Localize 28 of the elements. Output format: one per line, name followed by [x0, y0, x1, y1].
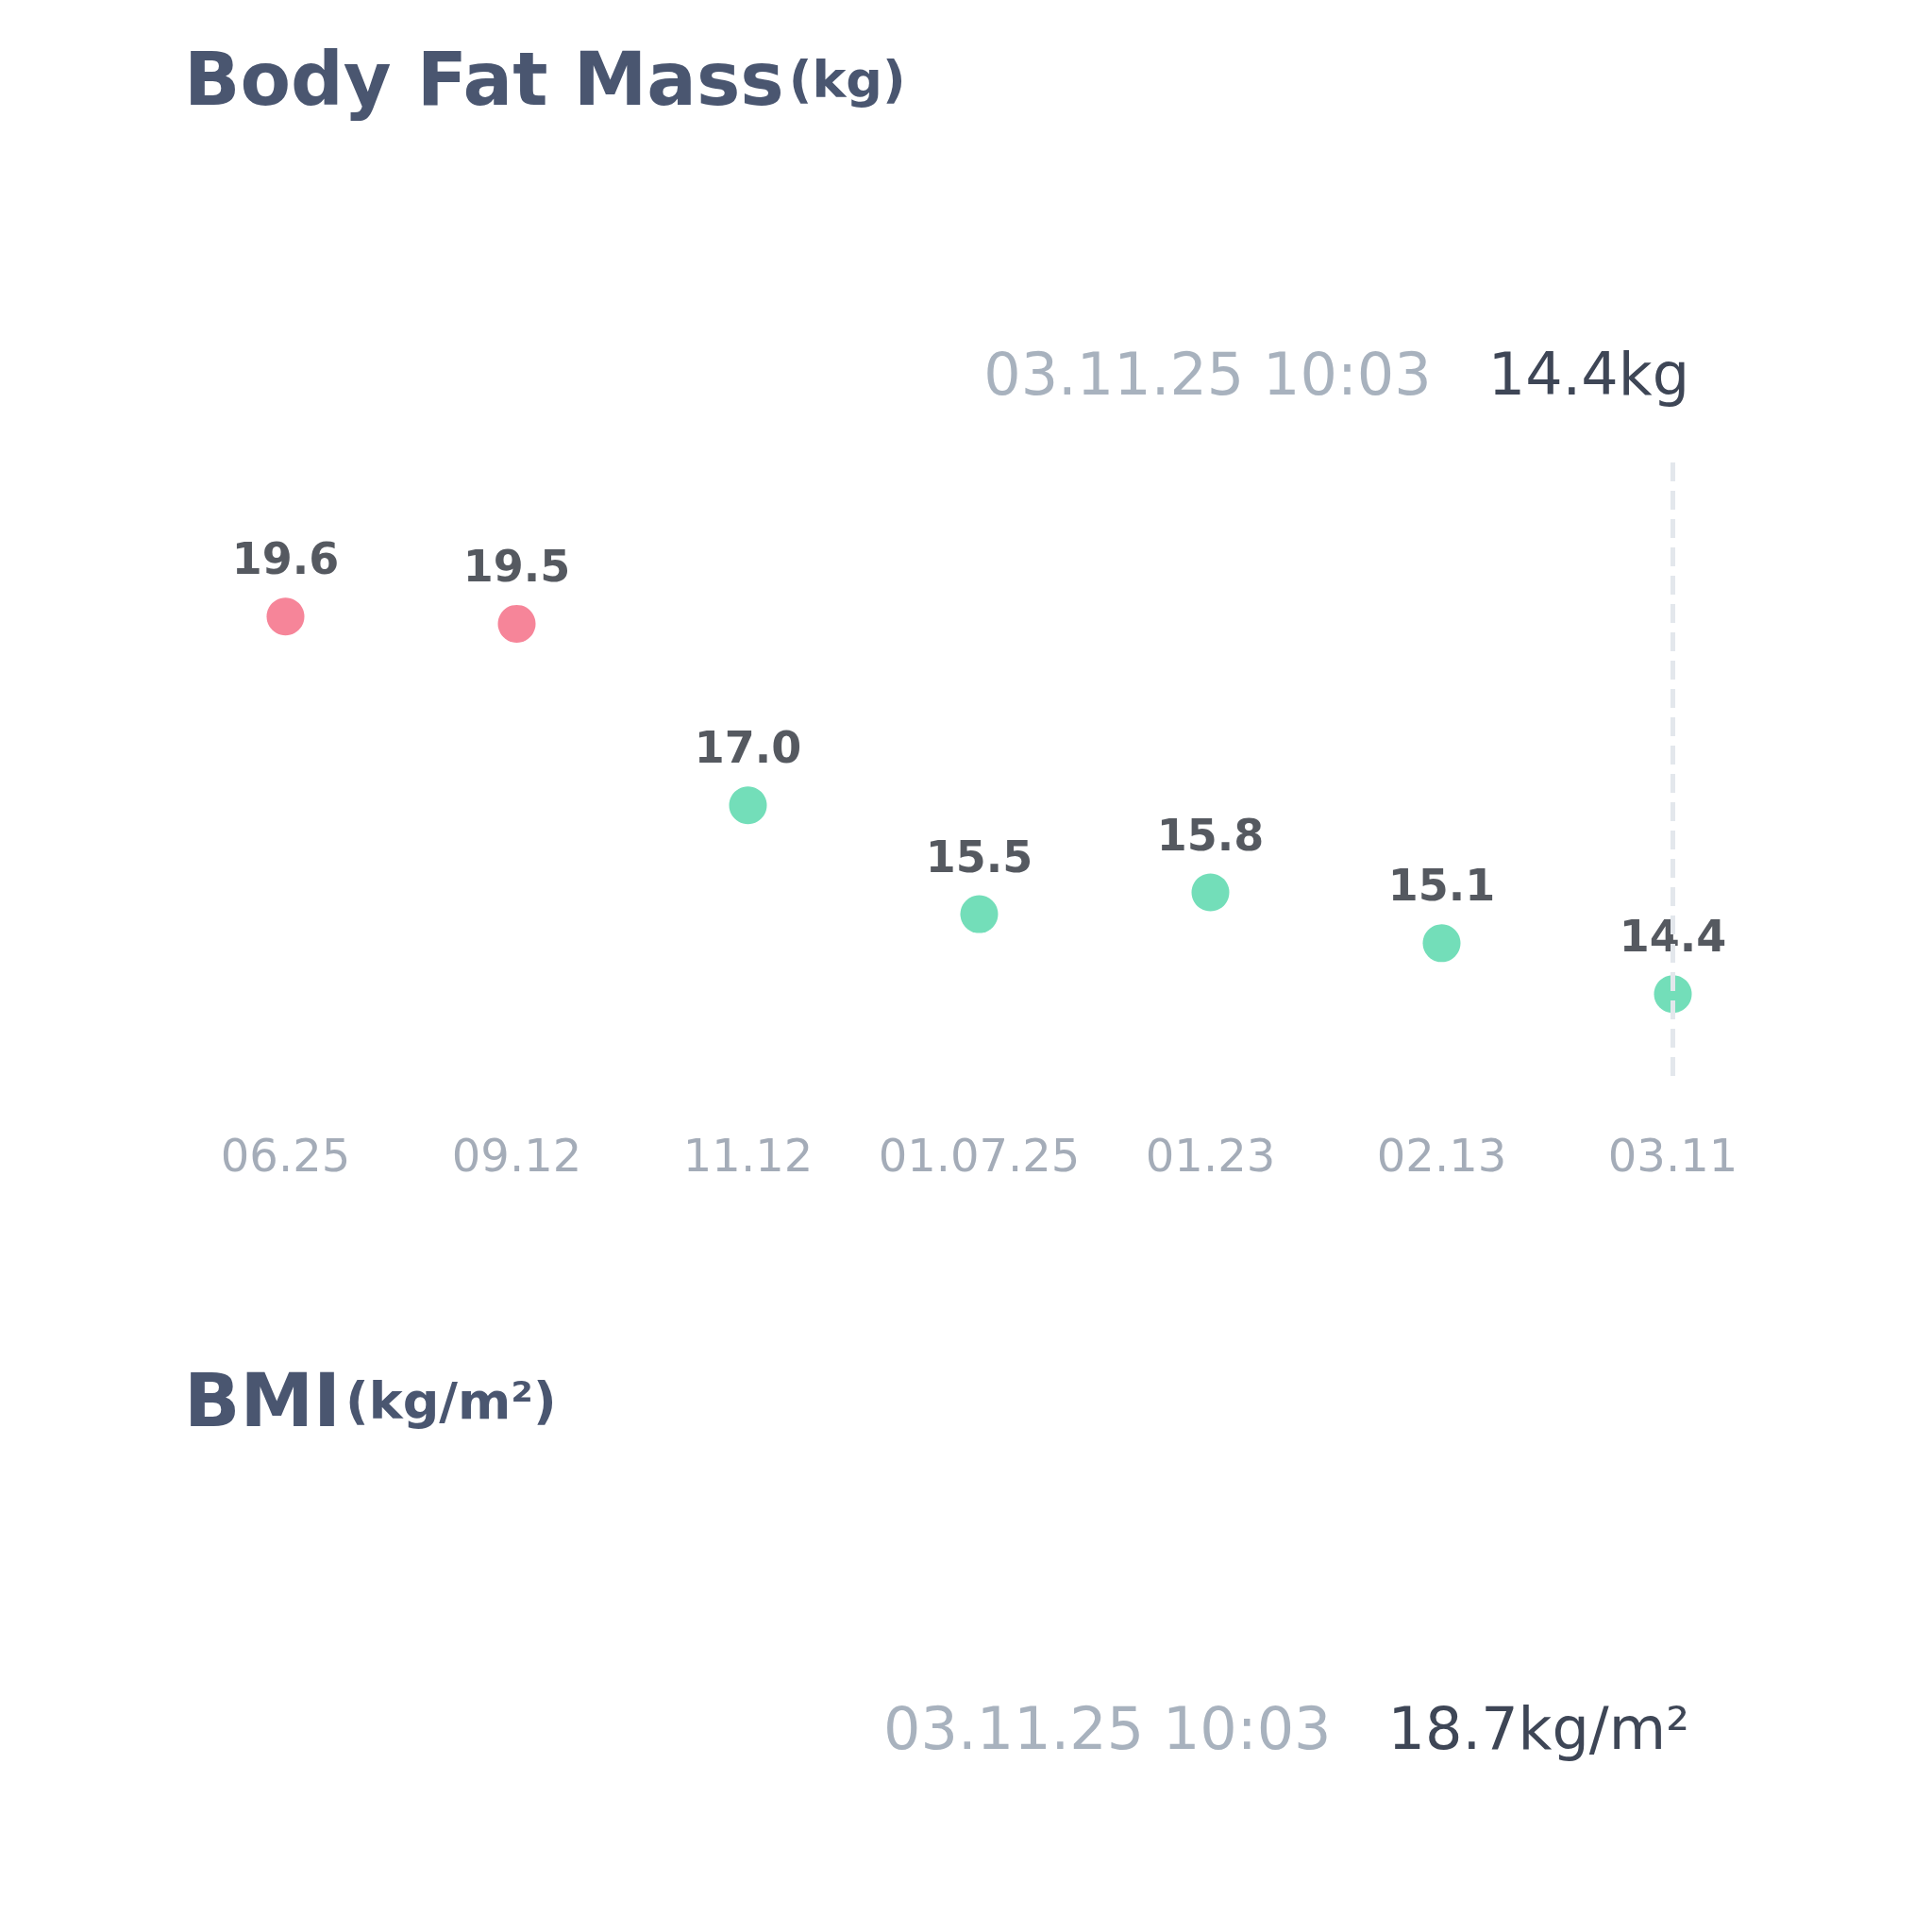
- chart-title: Body Fat Mass: [184, 37, 784, 122]
- point: [1422, 924, 1461, 963]
- x-tick-label: 01.07.25: [878, 1129, 1081, 1182]
- x-tick-label: 02.13: [1376, 1129, 1507, 1182]
- text: 18.7kg/m²: [1387, 1693, 1690, 1763]
- text: BMI: [184, 1358, 342, 1443]
- data-label: 15.1: [1387, 860, 1496, 912]
- data-label: 15.8: [1156, 809, 1265, 861]
- text: (kg/m²): [345, 1370, 557, 1431]
- point: [1191, 873, 1230, 912]
- data-label: 19.6: [231, 533, 340, 585]
- x-tick-label: 03.11: [1607, 1129, 1738, 1182]
- x-tick-label: 09.12: [451, 1129, 582, 1182]
- data-label: 15.5: [925, 831, 1033, 882]
- point: [729, 786, 767, 825]
- x-tick-label: 06.25: [220, 1129, 351, 1182]
- point: [497, 604, 536, 643]
- x-tick-label: 01.23: [1145, 1129, 1276, 1182]
- chart-subtitle: (kg): [788, 49, 906, 109]
- x-tick-label: 11.12: [682, 1129, 814, 1182]
- data-label: 14.4: [1619, 911, 1727, 963]
- data-label: 17.0: [694, 722, 802, 774]
- point: [266, 597, 305, 636]
- text: 14.4kg: [1487, 339, 1690, 409]
- data-label: 19.5: [462, 540, 571, 592]
- point: [960, 895, 999, 933]
- text: 03.11.25 10:03: [983, 339, 1432, 409]
- text: 03.11.25 10:03: [883, 1693, 1332, 1763]
